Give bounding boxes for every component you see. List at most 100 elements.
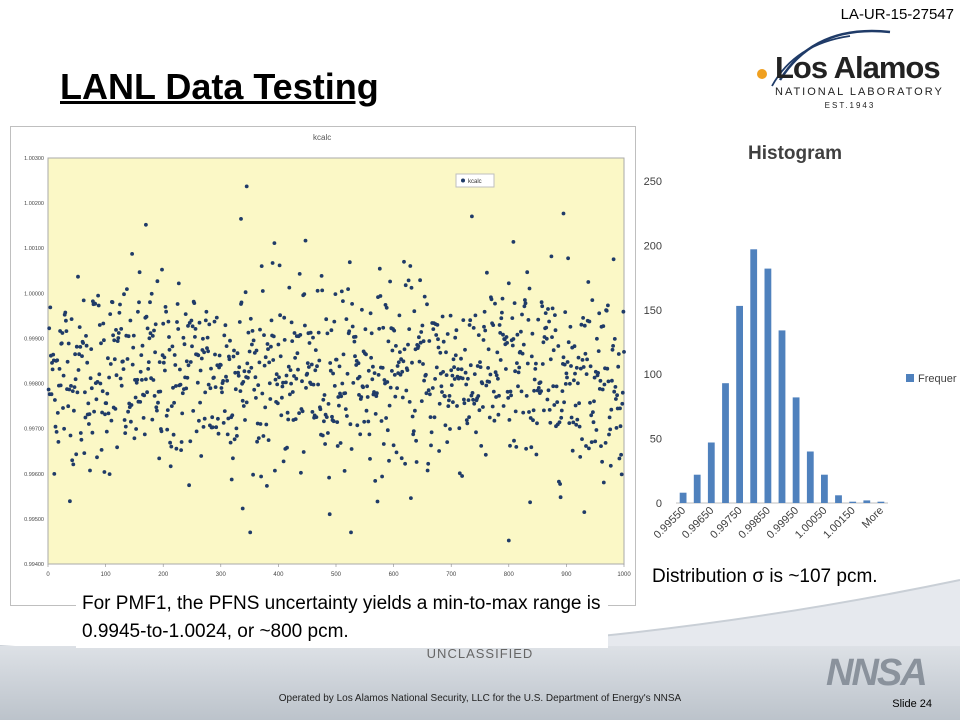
scatter-point	[411, 429, 416, 433]
scatter-point	[326, 402, 331, 406]
scatter-point	[190, 344, 194, 349]
scatter-point	[608, 463, 613, 468]
scatter-point	[315, 288, 320, 293]
scatter-point	[48, 305, 53, 310]
scatter-point	[471, 326, 476, 330]
scatter-point	[210, 415, 215, 420]
scatter-point	[482, 324, 486, 329]
scatter-point	[66, 404, 71, 409]
scatter-point	[613, 385, 618, 389]
scatter-point	[268, 397, 273, 401]
scatter-point	[131, 333, 136, 338]
scatter-point	[136, 309, 140, 314]
scatter-point	[391, 443, 396, 448]
scatter-point	[78, 431, 83, 435]
scatter-point	[384, 305, 389, 310]
scatter-y-tick-label: 1.00100	[24, 246, 44, 252]
scatter-point	[406, 278, 411, 283]
scatter-point	[553, 313, 557, 317]
scatter-point	[580, 358, 585, 362]
scatter-point	[121, 367, 126, 371]
scatter-point	[53, 398, 57, 402]
scatter-point	[501, 404, 506, 408]
scatter-point	[519, 329, 523, 334]
scatter-point	[428, 392, 432, 397]
slide-title: LANL Data Testing	[60, 66, 379, 107]
scatter-point	[605, 366, 610, 371]
scatter-point	[288, 368, 293, 372]
scatter-point	[622, 350, 626, 354]
scatter-point	[276, 342, 281, 347]
scatter-point	[601, 324, 606, 328]
scatter-point	[359, 395, 364, 399]
scatter-point	[231, 456, 235, 461]
scatter-point	[327, 475, 331, 480]
scatter-point	[308, 330, 313, 335]
scatter-point	[473, 313, 478, 318]
scatter-point	[185, 375, 190, 380]
scatter-point	[614, 397, 618, 401]
scatter-point	[339, 394, 344, 399]
scatter-point	[259, 264, 264, 268]
scatter-point	[559, 408, 564, 413]
scatter-point	[256, 383, 261, 387]
scatter-point	[116, 336, 121, 340]
scatter-point	[320, 433, 325, 438]
scatter-point	[525, 361, 530, 366]
scatter-point	[188, 360, 193, 364]
scatter-point	[607, 432, 611, 437]
scatter-point	[149, 291, 154, 296]
scatter-point	[206, 382, 211, 387]
scatter-point	[298, 333, 303, 337]
scatter-point	[490, 404, 495, 409]
scatter-point	[258, 422, 263, 426]
scatter-point	[371, 364, 375, 369]
scatter-point	[508, 389, 513, 394]
scatter-point	[212, 375, 216, 380]
scatter-point	[582, 323, 587, 328]
scatter-point	[600, 459, 604, 464]
scatter-point	[377, 266, 382, 271]
scatter-point	[142, 432, 147, 437]
scatter-point	[137, 300, 141, 305]
scatter-point	[558, 482, 562, 486]
scatter-point	[369, 331, 374, 336]
scatter-point	[174, 446, 179, 451]
scatter-point	[167, 347, 172, 352]
scatter-point	[163, 305, 168, 309]
scatter-point	[144, 377, 148, 382]
scatter-point	[612, 337, 617, 341]
scatter-point	[65, 359, 70, 364]
scatter-point	[560, 389, 565, 393]
scatter-point	[154, 405, 159, 410]
scatter-point	[545, 397, 550, 402]
scatter-point	[349, 447, 354, 451]
scatter-point	[356, 361, 361, 366]
scatter-point	[99, 448, 104, 452]
scatter-point	[277, 263, 282, 268]
scatter-point	[81, 298, 86, 303]
scatter-point	[549, 254, 554, 259]
histogram-y-tick-label: 200	[644, 240, 662, 252]
scatter-point	[475, 364, 480, 368]
footer-band	[0, 646, 960, 720]
scatter-point	[563, 382, 568, 386]
scatter-point	[418, 340, 423, 345]
scatter-point	[97, 323, 102, 327]
scatter-point	[239, 217, 243, 221]
scatter-y-tick-label: 1.00000	[24, 291, 44, 297]
scatter-point	[114, 373, 119, 378]
scatter-point	[107, 375, 111, 380]
scatter-point	[286, 417, 291, 422]
scatter-point	[126, 409, 130, 414]
scatter-point	[184, 386, 189, 391]
scatter-point	[146, 360, 151, 364]
scatter-point	[484, 383, 489, 388]
scatter-y-tick-label: 0.99500	[24, 517, 44, 523]
scatter-point	[189, 318, 194, 323]
scatter-point	[55, 411, 60, 415]
scatter-point	[400, 395, 405, 400]
scatter-point	[530, 331, 535, 336]
scatter-point	[167, 335, 171, 339]
scatter-point	[204, 309, 209, 314]
